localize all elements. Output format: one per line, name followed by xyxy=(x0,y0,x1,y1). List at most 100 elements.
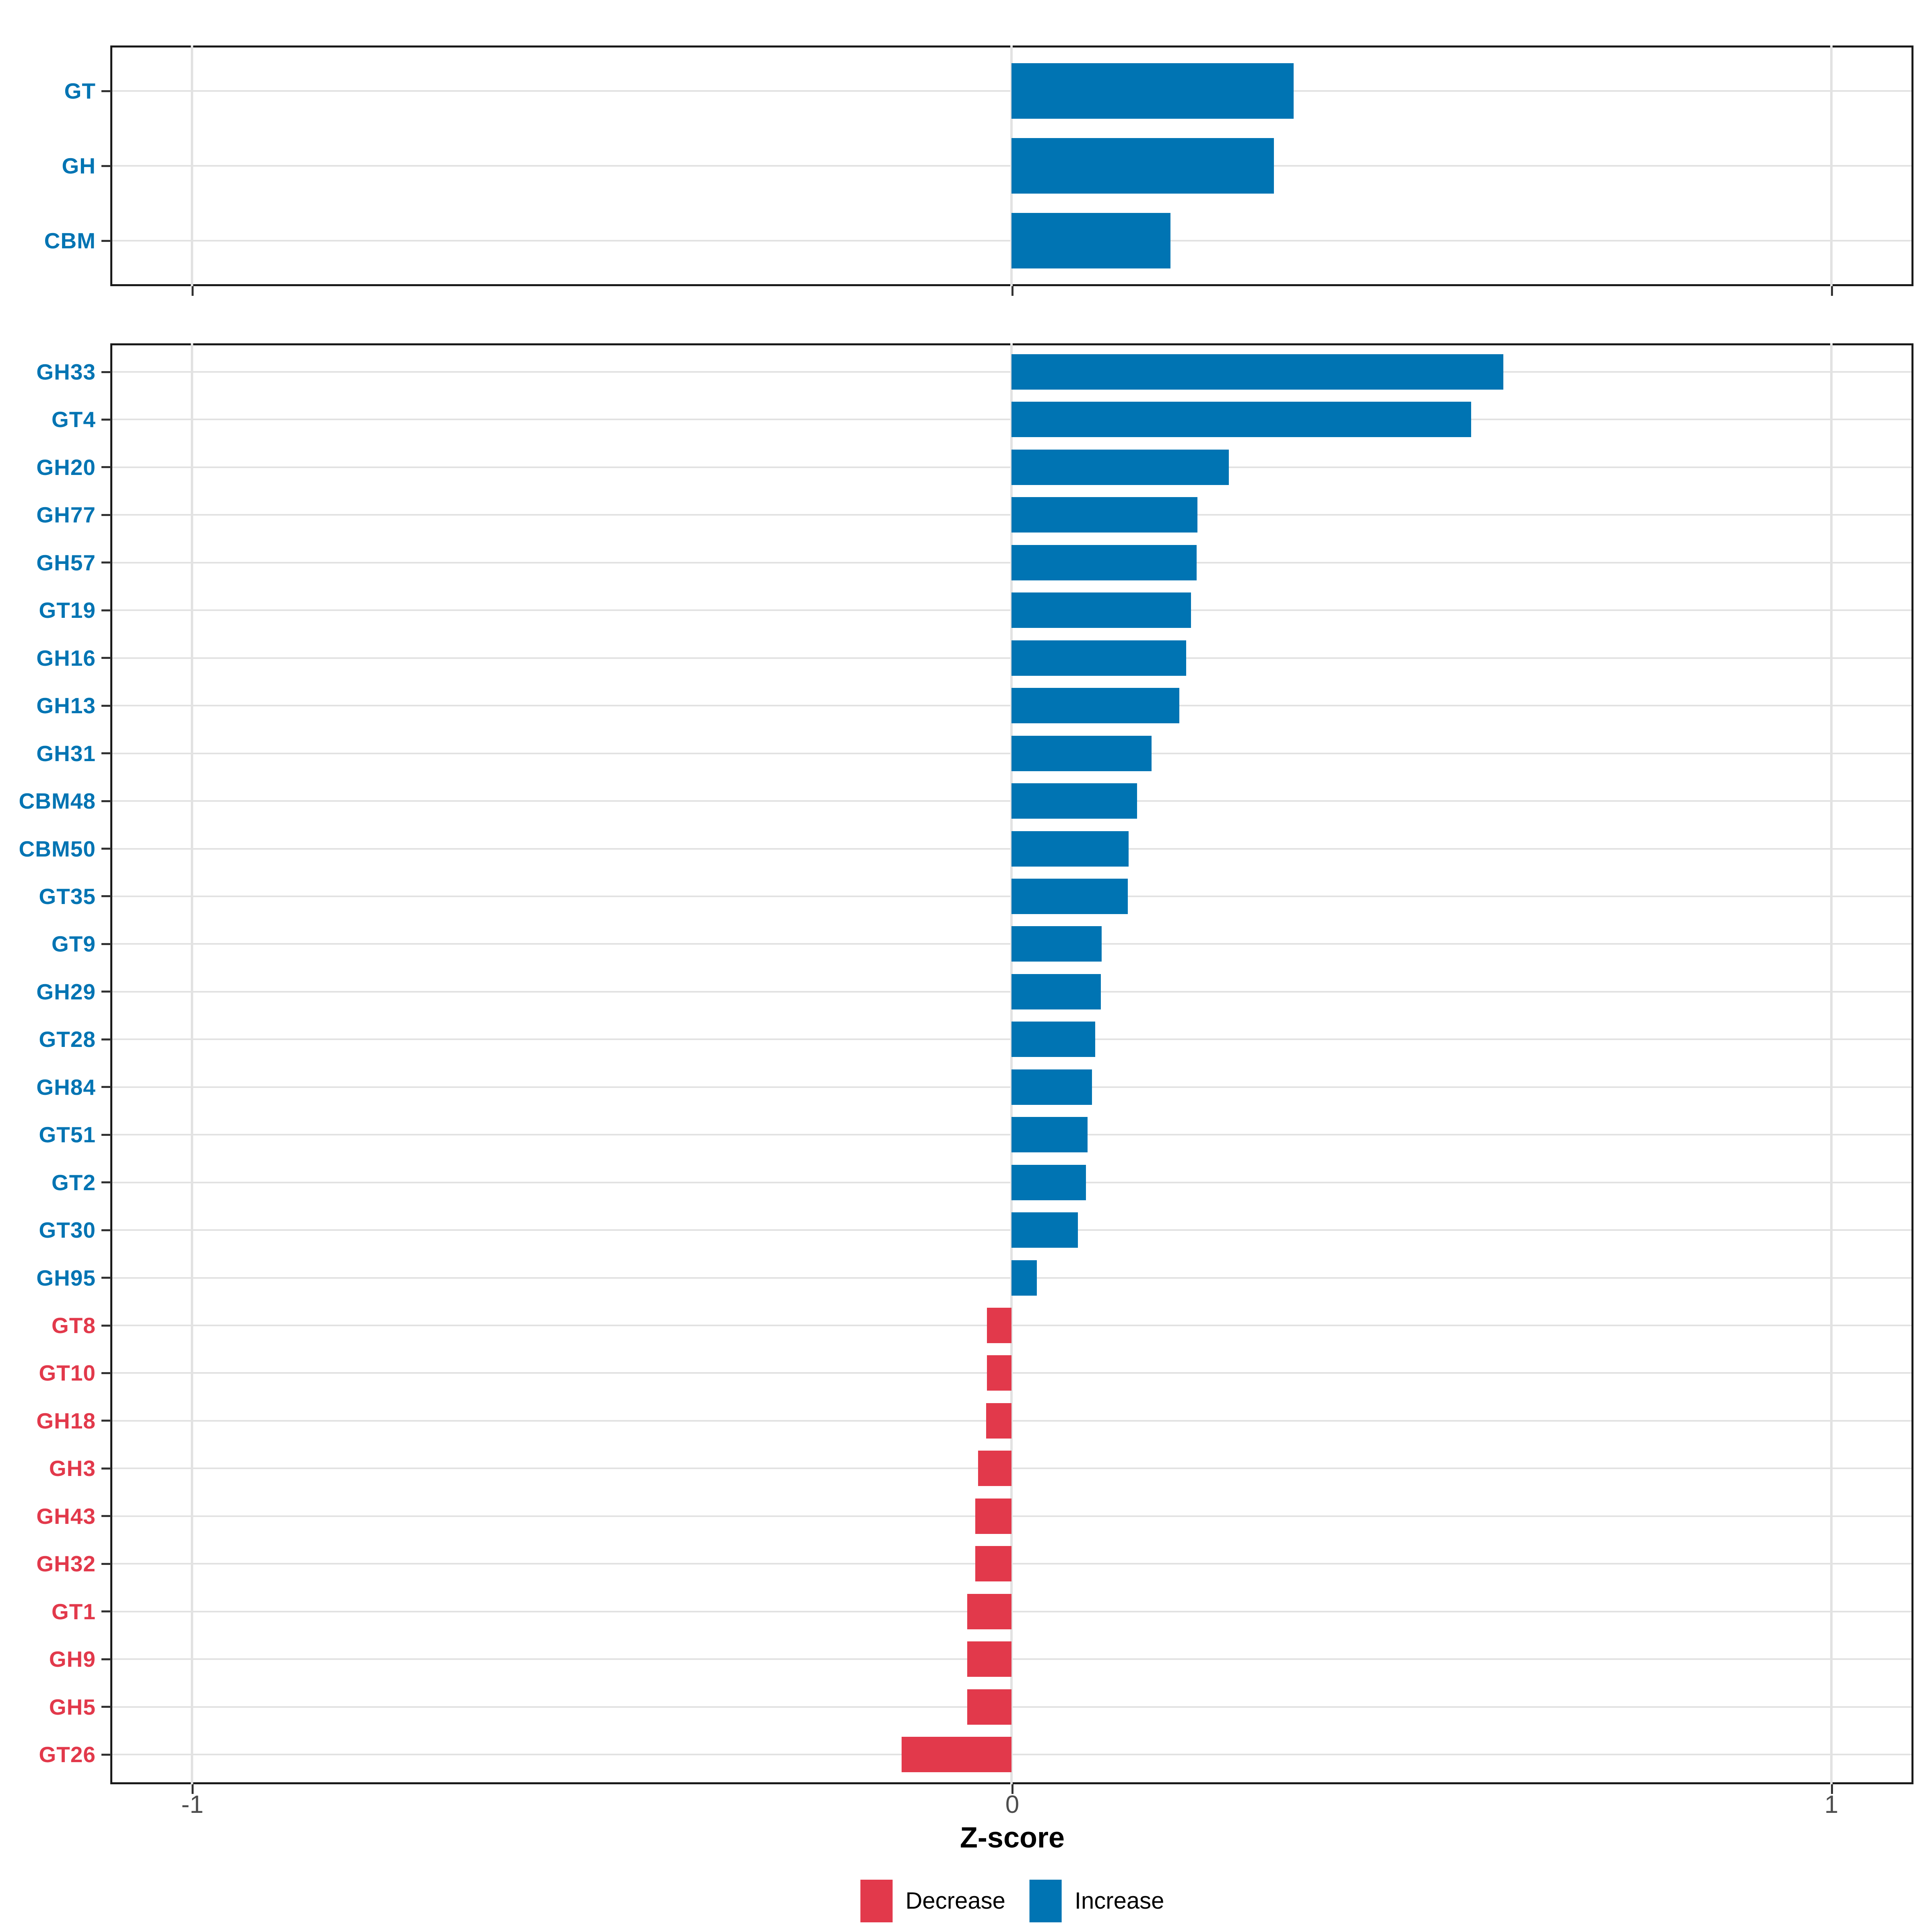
increase-swatch-icon xyxy=(1029,1880,1062,1922)
y-tick-mark xyxy=(101,1372,111,1374)
horizontal-gridline xyxy=(112,1658,1911,1660)
bar-gh20 xyxy=(1011,449,1229,485)
vertical-gridline xyxy=(1010,343,1013,1784)
category-label-gh5: GH5 xyxy=(49,1694,96,1719)
y-tick-mark xyxy=(101,1658,111,1660)
y-tick-mark xyxy=(101,1277,111,1279)
legend-item-decrease: Decrease xyxy=(860,1880,1005,1922)
category-label-gt26: GT26 xyxy=(39,1742,96,1767)
bar-gh43 xyxy=(975,1498,1011,1534)
horizontal-gridline xyxy=(112,1325,1911,1326)
y-tick-mark xyxy=(101,1133,111,1136)
category-label-gh18: GH18 xyxy=(36,1408,96,1433)
x-tick-mark xyxy=(192,1784,194,1794)
bar-gt4 xyxy=(1011,402,1472,438)
y-tick-mark xyxy=(101,895,111,898)
y-tick-mark xyxy=(101,418,111,421)
y-tick-mark xyxy=(101,239,111,242)
category-label-gt10: GT10 xyxy=(39,1360,96,1386)
category-label-gt30: GT30 xyxy=(39,1218,96,1243)
bar-gh xyxy=(1011,138,1274,194)
horizontal-gridline xyxy=(112,1610,1911,1612)
horizontal-gridline xyxy=(112,1515,1911,1517)
category-label-gh77: GH77 xyxy=(36,502,96,528)
y-tick-mark xyxy=(101,466,111,469)
vertical-gridline xyxy=(1830,343,1833,1784)
x-tick-label-pos1: 1 xyxy=(1824,1791,1839,1818)
y-tick-mark xyxy=(101,1515,111,1517)
category-label-gh20: GH20 xyxy=(36,454,96,480)
category-label-gt35: GT35 xyxy=(39,883,96,909)
category-label-gh32: GH32 xyxy=(36,1551,96,1577)
bar-gt19 xyxy=(1011,592,1191,628)
bar-gt2 xyxy=(1011,1164,1086,1200)
decrease-swatch-icon xyxy=(860,1880,893,1922)
bar-gh77 xyxy=(1011,497,1198,533)
bar-cbm xyxy=(1011,213,1171,268)
x-tick-label-neg1: -1 xyxy=(181,1791,204,1818)
y-tick-mark xyxy=(101,165,111,167)
bar-cbm50 xyxy=(1011,831,1129,867)
bar-gh13 xyxy=(1011,688,1180,724)
legend: Decrease Increase xyxy=(860,1880,1164,1922)
y-tick-mark xyxy=(101,1038,111,1040)
bar-gh33 xyxy=(1011,354,1503,390)
category-label-gh84: GH84 xyxy=(36,1074,96,1100)
y-tick-mark xyxy=(101,991,111,993)
bar-gh5 xyxy=(967,1689,1011,1725)
y-tick-mark xyxy=(101,90,111,92)
bar-gt8 xyxy=(987,1308,1011,1343)
category-label-gh: GH xyxy=(62,153,96,178)
y-tick-mark xyxy=(101,1086,111,1088)
bar-gt xyxy=(1011,63,1294,119)
category-label-gt: GT xyxy=(64,78,96,103)
category-label-cbm: CBM xyxy=(44,228,96,253)
x-tick-label-zero: 0 xyxy=(1005,1791,1020,1818)
vertical-gridline xyxy=(190,343,193,1784)
bar-gh9 xyxy=(967,1641,1011,1677)
horizontal-gridline xyxy=(112,1754,1911,1756)
category-label-cbm50: CBM50 xyxy=(19,836,96,861)
bar-gh16 xyxy=(1011,640,1186,676)
y-tick-mark xyxy=(101,371,111,373)
category-label-gh31: GH31 xyxy=(36,741,96,766)
category-label-gt4: GT4 xyxy=(52,407,96,432)
bar-gt35 xyxy=(1011,878,1128,914)
y-tick-mark xyxy=(101,1420,111,1422)
category-label-gh57: GH57 xyxy=(36,550,96,575)
y-tick-mark xyxy=(101,1467,111,1470)
bar-gh29 xyxy=(1011,974,1101,1009)
horizontal-gridline xyxy=(112,1372,1911,1374)
bar-gt1 xyxy=(967,1593,1011,1629)
summary-panel xyxy=(110,45,1913,286)
y-tick-mark xyxy=(101,657,111,659)
y-tick-mark xyxy=(101,1753,111,1756)
bar-gt10 xyxy=(987,1355,1011,1391)
y-tick-mark xyxy=(101,609,111,611)
category-label-gh33: GH33 xyxy=(36,359,96,384)
category-label-gh13: GH13 xyxy=(36,693,96,718)
bar-gh32 xyxy=(975,1546,1011,1582)
x-tick-mark xyxy=(1011,286,1013,296)
y-tick-mark xyxy=(101,1229,111,1231)
category-label-gt19: GT19 xyxy=(39,598,96,623)
families-panel xyxy=(110,343,1913,1784)
legend-label-increase: Increase xyxy=(1074,1888,1164,1914)
category-label-gt2: GT2 xyxy=(52,1170,96,1195)
category-label-cbm48: CBM48 xyxy=(19,788,96,814)
y-tick-mark xyxy=(101,848,111,850)
category-label-gh29: GH29 xyxy=(36,979,96,1004)
y-tick-mark xyxy=(101,1324,111,1327)
x-axis-title: Z-score xyxy=(960,1822,1065,1854)
category-label-gh9: GH9 xyxy=(49,1647,96,1672)
bar-cbm48 xyxy=(1011,783,1137,819)
x-tick-mark xyxy=(192,286,194,296)
bar-gh84 xyxy=(1011,1069,1092,1105)
category-label-gh3: GH3 xyxy=(49,1456,96,1481)
horizontal-gridline xyxy=(112,1468,1911,1470)
category-label-gt51: GT51 xyxy=(39,1122,96,1148)
bar-gt26 xyxy=(902,1737,1011,1773)
horizontal-gridline xyxy=(112,1563,1911,1565)
category-label-gt8: GT8 xyxy=(52,1313,96,1338)
